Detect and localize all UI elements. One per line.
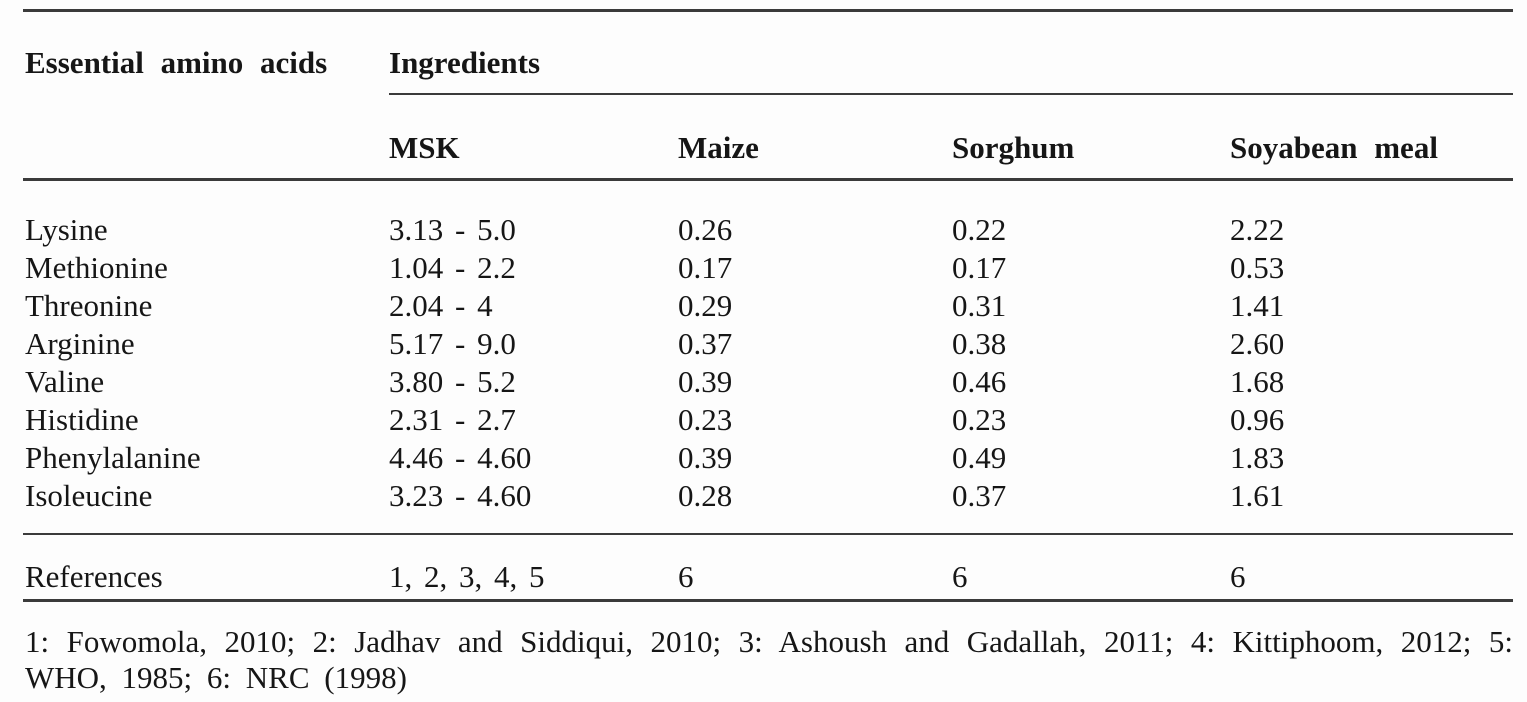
msk-value: 4.46 - 4.60 bbox=[389, 440, 532, 475]
soyabean-value: 1.83 bbox=[1230, 440, 1285, 475]
amino-acid-name: Threonine bbox=[25, 288, 153, 323]
table-header-row-1: Essential amino acids Ingredients bbox=[23, 46, 1513, 95]
table-row: Valine 3.80 - 5.2 0.39 0.46 1.68 bbox=[23, 363, 1513, 401]
references-top-rule bbox=[23, 533, 1513, 535]
footnote-line-2: WHO, 1985; 6: NRC (1998) bbox=[25, 660, 407, 695]
msk-value: 5.17 - 9.0 bbox=[389, 326, 516, 361]
msk-value: 3.13 - 5.0 bbox=[389, 212, 516, 247]
table-body: Lysine 3.13 - 5.0 0.26 0.22 2.22 Methion… bbox=[23, 181, 1513, 533]
references-row: References 1, 2, 3, 4, 5 6 6 6 bbox=[23, 560, 1513, 594]
msk-value: 2.04 - 4 bbox=[389, 288, 493, 323]
row-header-label: Essential amino acids bbox=[25, 45, 328, 80]
msk-value: 2.31 - 2.7 bbox=[389, 402, 516, 437]
table-row: Threonine 2.04 - 4 0.29 0.31 1.41 bbox=[23, 287, 1513, 325]
msk-value: 1.04 - 2.2 bbox=[389, 250, 516, 285]
maize-value: 0.39 bbox=[678, 440, 733, 475]
table-row: Methionine 1.04 - 2.2 0.17 0.17 0.53 bbox=[23, 249, 1513, 287]
sorghum-value: 0.23 bbox=[952, 402, 1007, 437]
amino-acid-name: Phenylalanine bbox=[25, 440, 201, 475]
footnote-line-1: 1: Fowomola, 2010; 2: Jadhav and Siddiqu… bbox=[25, 624, 1513, 659]
sorghum-value: 0.37 bbox=[952, 478, 1007, 513]
sorghum-value: 0.17 bbox=[952, 250, 1007, 285]
msk-value: 3.23 - 4.60 bbox=[389, 478, 532, 513]
sorghum-value: 0.38 bbox=[952, 326, 1007, 361]
amino-acid-name: Lysine bbox=[25, 212, 108, 247]
maize-value: 0.37 bbox=[678, 326, 733, 361]
amino-acid-name: Valine bbox=[25, 364, 105, 399]
table-bottom-rule bbox=[23, 599, 1513, 602]
column-header-soyabean-meal: Soyabean meal bbox=[1230, 130, 1438, 165]
maize-value: 0.17 bbox=[678, 250, 733, 285]
header-spacer bbox=[23, 131, 389, 165]
maize-value: 0.29 bbox=[678, 288, 733, 323]
sorghum-value: 0.46 bbox=[952, 364, 1007, 399]
sorghum-value: 0.31 bbox=[952, 288, 1007, 323]
soyabean-value: 2.60 bbox=[1230, 326, 1285, 361]
references-maize: 6 bbox=[678, 559, 694, 594]
references-soyabean: 6 bbox=[1230, 559, 1246, 594]
column-header-sorghum: Sorghum bbox=[952, 130, 1075, 165]
header-bottom-rule bbox=[23, 178, 1513, 181]
maize-value: 0.26 bbox=[678, 212, 733, 247]
group-header-ingredients: Ingredients bbox=[389, 46, 1513, 95]
column-header-msk: MSK bbox=[389, 130, 460, 165]
table-row: Phenylalanine 4.46 - 4.60 0.39 0.49 1.83 bbox=[23, 439, 1513, 477]
column-header-maize: Maize bbox=[678, 130, 759, 165]
maize-value: 0.39 bbox=[678, 364, 733, 399]
maize-value: 0.23 bbox=[678, 402, 733, 437]
msk-value: 3.80 - 5.2 bbox=[389, 364, 516, 399]
amino-acid-name: Histidine bbox=[25, 402, 139, 437]
amino-acid-name: Arginine bbox=[25, 326, 135, 361]
references-label: References bbox=[25, 559, 163, 594]
table-row: Lysine 3.13 - 5.0 0.26 0.22 2.22 bbox=[23, 211, 1513, 249]
maize-value: 0.28 bbox=[678, 478, 733, 513]
table-row: Arginine 5.17 - 9.0 0.37 0.38 2.60 bbox=[23, 325, 1513, 363]
table-row: Isoleucine 3.23 - 4.60 0.28 0.37 1.61 bbox=[23, 477, 1513, 515]
references-sorghum: 6 bbox=[952, 559, 968, 594]
references-msk: 1, 2, 3, 4, 5 bbox=[389, 559, 545, 594]
soyabean-value: 1.41 bbox=[1230, 288, 1285, 323]
table-header-row-2: MSK Maize Sorghum Soyabean meal bbox=[23, 131, 1513, 165]
amino-acid-table: Essential amino acids Ingredients MSK Ma… bbox=[23, 9, 1513, 602]
soyabean-value: 1.68 bbox=[1230, 364, 1285, 399]
soyabean-value: 1.61 bbox=[1230, 478, 1285, 513]
soyabean-value: 0.53 bbox=[1230, 250, 1285, 285]
amino-acid-name: Methionine bbox=[25, 250, 168, 285]
sorghum-value: 0.49 bbox=[952, 440, 1007, 475]
table-top-rule bbox=[23, 9, 1513, 12]
amino-acid-name: Isoleucine bbox=[25, 478, 153, 513]
soyabean-value: 0.96 bbox=[1230, 402, 1285, 437]
sorghum-value: 0.22 bbox=[952, 212, 1007, 247]
footnote: 1: Fowomola, 2010; 2: Jadhav and Siddiqu… bbox=[25, 624, 1513, 696]
soyabean-value: 2.22 bbox=[1230, 212, 1285, 247]
table-row: Histidine 2.31 - 2.7 0.23 0.23 0.96 bbox=[23, 401, 1513, 439]
